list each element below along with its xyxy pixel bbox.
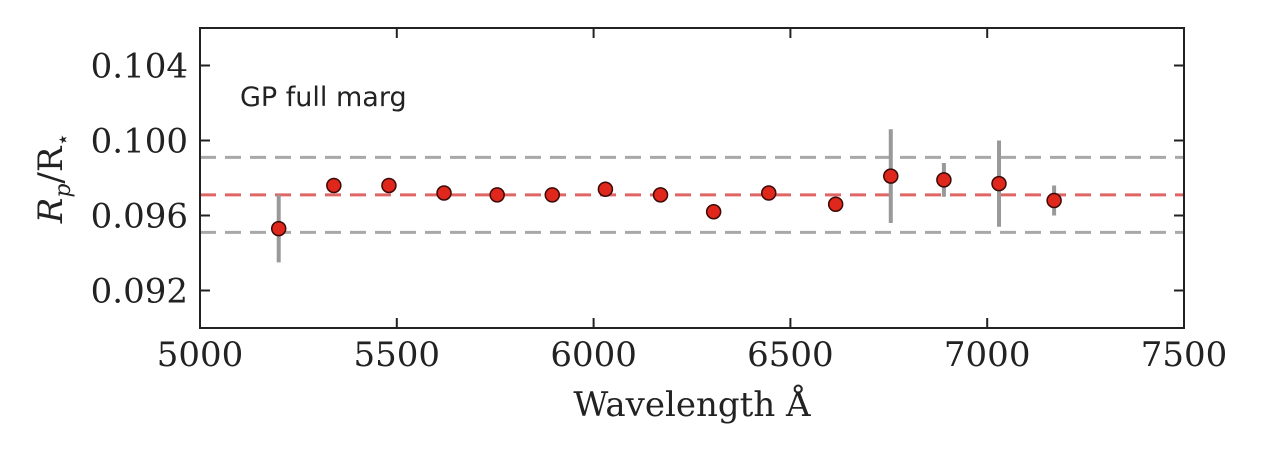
- data-point: [761, 185, 777, 201]
- data-point: [597, 181, 614, 197]
- plot-frame: [199, 27, 1185, 329]
- y-label-sub-p: p: [51, 184, 76, 198]
- y-tick-labels: 0.092 0.096 0.100 0.104: [91, 47, 188, 312]
- data-point: [544, 187, 561, 203]
- data-points: [270, 168, 1062, 237]
- data-point: [991, 175, 1007, 192]
- data-point: [436, 185, 452, 201]
- x-axis-label: Wavelength Å: [573, 384, 811, 425]
- y-tick-label: 0.100: [91, 122, 188, 162]
- axis-ticks: [199, 28, 1185, 328]
- data-point: [1046, 192, 1062, 209]
- data-point: [489, 187, 505, 203]
- y-label-slash-r: /R: [31, 145, 71, 183]
- data-point: [326, 177, 342, 194]
- annotation-label: GP full marg: [240, 82, 407, 113]
- data-point: [883, 168, 899, 184]
- data-point: [705, 204, 722, 220]
- y-label-r: R: [31, 198, 71, 225]
- y-tick-label: 0.096: [91, 197, 188, 237]
- data-point: [827, 196, 844, 212]
- data-point: [270, 220, 287, 237]
- data-point: [381, 177, 397, 194]
- x-tick-label: 6000: [550, 335, 637, 375]
- x-tick-label: 7500: [1141, 335, 1228, 375]
- data-point: [652, 187, 669, 203]
- y-tick-label: 0.104: [91, 47, 188, 87]
- x-tick-label: 6500: [747, 335, 834, 375]
- y-axis-label: Rp/R⋆: [31, 133, 76, 225]
- data-point: [936, 172, 952, 188]
- y-tick-label: 0.092: [91, 272, 188, 312]
- y-label-sub-star: ⋆: [51, 133, 76, 147]
- x-tick-labels: 5000 5500 6000 6500 7000 7500: [157, 335, 1228, 375]
- x-tick-label: 5000: [157, 335, 244, 375]
- x-tick-label: 5500: [354, 335, 441, 375]
- reference-lines: [200, 155, 1184, 234]
- x-tick-label: 7000: [944, 335, 1031, 375]
